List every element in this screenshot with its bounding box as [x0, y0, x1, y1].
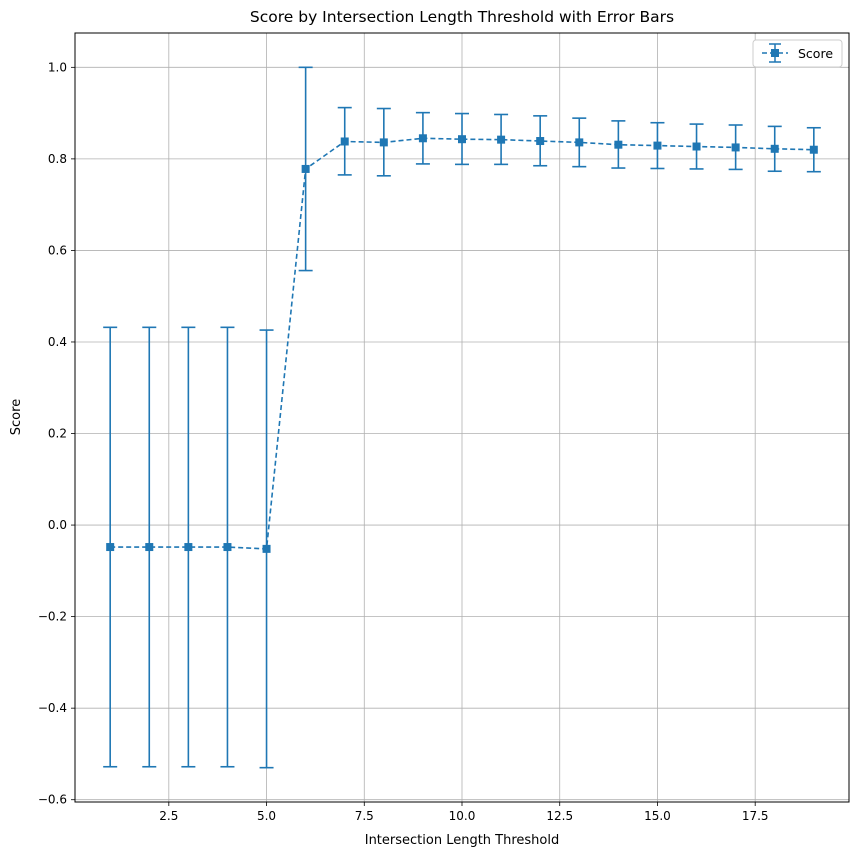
y-tick-label: 0.8 — [48, 152, 67, 166]
legend: Score — [752, 39, 843, 68]
data-point — [262, 544, 271, 553]
data-point — [536, 137, 545, 146]
y-axis-ticks: −0.6 −0.4 −0.2 0.0 0.2 0.4 0.6 0.8 1.0 — [38, 60, 75, 807]
y-tick-label: 0.2 — [48, 427, 67, 441]
x-tick-label: 7.5 — [355, 809, 374, 823]
y-axis-label: Score — [9, 399, 24, 435]
data-point — [653, 141, 662, 150]
y-tick-label: 0.6 — [48, 243, 67, 257]
x-tick-label: 2.5 — [159, 809, 178, 823]
data-point — [418, 134, 427, 143]
data-point — [458, 135, 466, 144]
x-axis-ticks: 2.5 5.0 7.5 10.0 12.5 15.0 17.5 — [159, 802, 769, 823]
x-axis-label: Intersection Length Threshold — [365, 833, 560, 848]
y-tick-label: −0.2 — [38, 610, 67, 624]
y-tick-label: 0.4 — [48, 335, 67, 349]
data-point — [809, 145, 818, 154]
y-tick-label: 0.0 — [48, 518, 67, 532]
data-point — [301, 164, 310, 173]
markers — [106, 134, 818, 553]
data-point — [184, 543, 193, 552]
y-tick-label: −0.6 — [38, 793, 67, 807]
data-point — [692, 142, 701, 151]
data-point — [379, 138, 388, 147]
data-point — [575, 138, 584, 147]
y-tick-label: 1.0 — [48, 60, 67, 74]
data-point — [497, 135, 506, 144]
x-tick-label: 5.0 — [257, 809, 276, 823]
data-point — [223, 543, 232, 552]
legend-label: Score — [798, 46, 833, 61]
data-point — [770, 144, 779, 153]
y-tick-label: −0.4 — [38, 701, 67, 715]
x-tick-label: 10.0 — [449, 809, 476, 823]
x-tick-label: 17.5 — [742, 809, 769, 823]
legend-marker — [771, 49, 779, 57]
x-tick-label: 12.5 — [546, 809, 573, 823]
chart-title: Score by Intersection Length Threshold w… — [250, 8, 674, 26]
x-tick-label: 15.0 — [644, 809, 671, 823]
data-point — [731, 143, 740, 152]
data-point — [340, 137, 349, 146]
data-point — [106, 543, 115, 552]
data-point — [614, 140, 623, 149]
data-point — [145, 543, 154, 552]
